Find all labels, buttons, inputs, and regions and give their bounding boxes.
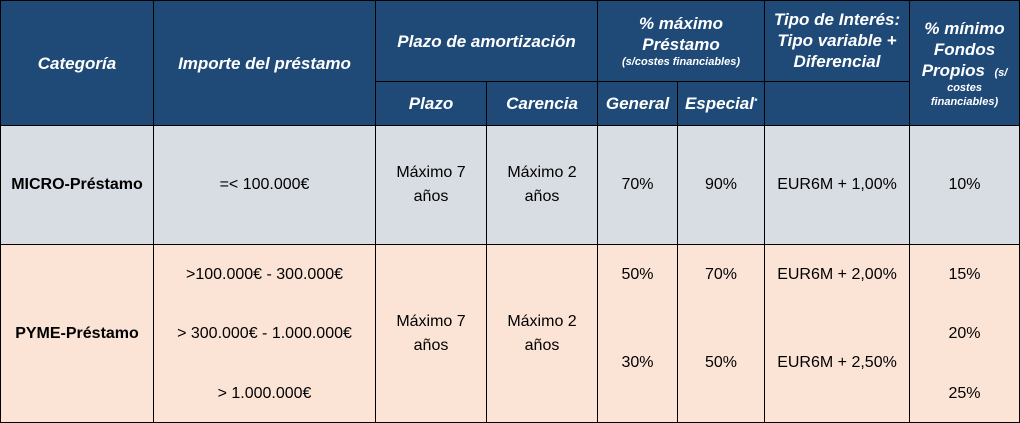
micro-general: 70% — [597, 125, 679, 245]
table-row-pyme: PYME-Préstamo >100.000€ - 300.000€ > 300… — [0, 244, 1020, 423]
header-min-fondos-line1: % mínimo — [924, 18, 1005, 38]
header-especial: Especial* — [677, 81, 766, 126]
pyme-tipo: EUR6M + 2,00% EUR6M + 2,50% — [764, 244, 911, 423]
pyme-tipo-2: EUR6M + 2,50% — [777, 354, 897, 371]
header-tipo-line2: Tipo variable + — [777, 31, 897, 50]
header-importe: Importe del préstamo — [153, 0, 376, 126]
header-tipo-line1: Tipo de Interés: — [773, 10, 901, 29]
header-tipo-empty — [764, 81, 911, 126]
header-plazo-amortizacion: Plazo de amortización — [374, 0, 599, 82]
micro-plazo-line2: años — [413, 188, 449, 205]
pyme-general-2: 30% — [621, 354, 654, 371]
pyme-plazo-line2: años — [413, 336, 449, 354]
micro-tipo: EUR6M + 1,00% — [764, 125, 911, 245]
pyme-general-1: 50% — [621, 266, 654, 283]
header-min-fondos-note3: financiables) — [930, 95, 999, 108]
pyme-importe-2: > 300.000€ - 1.000.000€ — [177, 325, 352, 342]
micro-importe: =< 100.000€ — [153, 125, 376, 245]
header-especial-mark: * — [753, 97, 758, 106]
header-max-prestamo-note: (s/costes financiables) — [622, 56, 741, 68]
pyme-importe-1: >100.000€ - 300.000€ — [185, 266, 344, 283]
micro-plazo-line1: Máximo 7 — [396, 164, 466, 181]
header-carencia: Carencia — [485, 81, 599, 126]
micro-especial: 90% — [677, 125, 766, 245]
pyme-plazo: Máximo 7 años — [375, 244, 487, 423]
header-max-prestamo: % máximo Préstamo (s/costes financiables… — [597, 0, 766, 82]
pyme-general: 50% 30% — [597, 244, 679, 423]
micro-carencia: Máximo 2 años — [485, 125, 599, 245]
header-min-fondos-line3: Propios — [921, 60, 986, 80]
pyme-min-fondos-1: 15% — [948, 266, 981, 283]
micro-plazo: Máximo 7 años — [375, 125, 487, 245]
header-max-prestamo-line2: Préstamo — [642, 35, 720, 54]
pyme-importe: >100.000€ - 300.000€ > 300.000€ - 1.000.… — [153, 244, 376, 423]
header-min-fondos-note2: costes — [947, 81, 982, 94]
pyme-carencia-line1: Máximo 2 — [507, 312, 577, 330]
pyme-plazo-line1: Máximo 7 — [396, 312, 466, 330]
micro-carencia-line2: años — [524, 188, 560, 205]
pyme-carencia: Máximo 2 años — [485, 244, 599, 423]
pyme-carencia-line2: años — [524, 336, 560, 354]
header-min-fondos-line2: Fondos — [933, 39, 996, 59]
pyme-categoria: PYME-Préstamo — [0, 244, 154, 423]
header-general: General — [597, 81, 679, 126]
pyme-importe-3: > 1.000.000€ — [217, 385, 312, 402]
pyme-especial-2: 50% — [705, 354, 738, 371]
pyme-especial: 70% 50% — [677, 244, 766, 423]
header-categoria: Categoría — [0, 0, 154, 126]
table-row-micro: MICRO-Préstamo =< 100.000€ Máximo 7 años… — [0, 125, 1020, 245]
header-especial-label: Especial — [684, 94, 754, 113]
micro-min-fondos: 10% — [909, 125, 1020, 245]
micro-categoria: MICRO-Préstamo — [0, 125, 154, 245]
header-tipo-interes: Tipo de Interés: Tipo variable + Diferen… — [764, 0, 911, 82]
header-min-fondos: % mínimo Fondos Propios (s/ costes finan… — [909, 0, 1020, 126]
micro-carencia-line1: Máximo 2 — [507, 164, 577, 181]
pyme-min-fondos-3: 25% — [948, 385, 981, 402]
pyme-tipo-1: EUR6M + 2,00% — [777, 266, 897, 283]
header-max-prestamo-line1: % máximo — [638, 14, 724, 33]
header-plazo: Plazo — [375, 81, 487, 126]
pyme-min-fondos: 15% 20% 25% — [909, 244, 1020, 423]
header-min-fondos-note1: (s/ — [994, 66, 1008, 79]
header-tipo-line3: Diferencial — [793, 52, 881, 71]
pyme-especial-1: 70% — [705, 266, 738, 283]
pyme-min-fondos-2: 20% — [948, 325, 981, 342]
